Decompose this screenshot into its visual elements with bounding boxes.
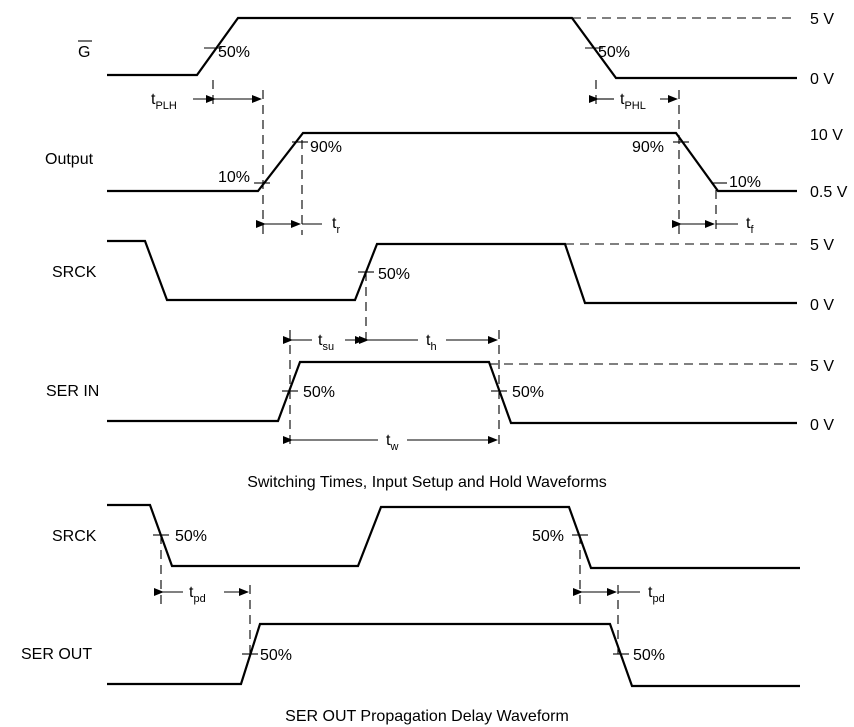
output-10-label-fall: 10% <box>729 174 761 191</box>
serout-50-label-fall: 50% <box>633 647 665 664</box>
g-low-level: 0 V <box>810 71 834 88</box>
g-50-label-rise: 50% <box>218 44 250 61</box>
tw-label: tw <box>386 432 398 453</box>
output-high-level: 10 V <box>810 127 843 144</box>
g-50-label-fall: 50% <box>598 44 630 61</box>
srck-high-level: 5 V <box>810 237 834 254</box>
output-low-level: 0.5 V <box>810 184 848 201</box>
tf-label: tf <box>746 215 754 236</box>
output-90-label-rise: 90% <box>310 139 342 156</box>
pulse-width-measurement: tw <box>283 432 498 453</box>
serin-high-level: 5 V <box>810 358 834 375</box>
tplh-label: tPLH <box>151 91 177 112</box>
serin-50-label-fall: 50% <box>512 384 544 401</box>
tpd-measurements: tpd tpd <box>154 584 665 660</box>
srck-low-level: 0 V <box>810 297 834 314</box>
serin-signal-group: SER IN 50% 50% 5 V 0 V <box>46 358 834 434</box>
propagation-caption: SER OUT Propagation Delay Waveform <box>285 708 569 725</box>
serin-signal-label: SER IN <box>46 383 99 400</box>
srck-signal-group: SRCK 50% 5 V 0 V <box>52 237 834 342</box>
srck-signal-label: SRCK <box>52 264 97 281</box>
tpd1-label: tpd <box>189 584 206 605</box>
srck2-50-label-second: 50% <box>532 528 564 545</box>
serout-signal-label: SER OUT <box>21 646 92 663</box>
output-signal-group: Output 10% 90% 90% 10% 10 V 0.5 V <box>45 127 848 201</box>
g-signal-label: G <box>78 44 90 61</box>
tsu-label: tsu <box>318 332 334 353</box>
srck-waveform <box>107 239 797 305</box>
serout-waveform <box>107 622 800 688</box>
g-high-level: 5 V <box>810 11 834 28</box>
tpd2-label: tpd <box>648 584 665 605</box>
tphl-label: tPHL <box>620 91 646 112</box>
propagation-measurements: tPLH tPHL <box>151 80 680 235</box>
srck2-waveform <box>107 503 800 570</box>
serout-signal-group: SER OUT 50% 50% <box>21 622 800 688</box>
serout-50-label-rise: 50% <box>260 647 292 664</box>
tr-label: tr <box>332 215 340 236</box>
rise-fall-measurements: tr tf <box>256 140 754 236</box>
srck2-signal-label: SRCK <box>52 528 97 545</box>
setup-hold-measurements: tsu th <box>283 330 500 445</box>
srck-50-label: 50% <box>378 266 410 283</box>
g-waveform <box>107 16 797 80</box>
output-10-label-rise: 10% <box>218 169 250 186</box>
g-signal-group: G 50% 50% 5 V 0 V <box>78 11 834 88</box>
srck2-50-label-first: 50% <box>175 528 207 545</box>
serin-50-label-rise: 50% <box>303 384 335 401</box>
switching-caption: Switching Times, Input Setup and Hold Wa… <box>247 474 607 491</box>
output-signal-label: Output <box>45 151 94 168</box>
output-waveform <box>107 131 797 193</box>
serin-waveform <box>107 360 797 425</box>
serin-low-level: 0 V <box>810 417 834 434</box>
th-label: th <box>426 332 437 353</box>
output-90-label-fall: 90% <box>632 139 664 156</box>
